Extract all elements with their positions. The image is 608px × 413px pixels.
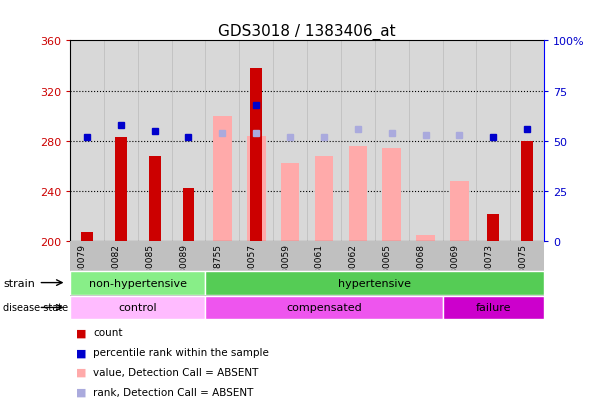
Text: value, Detection Call = ABSENT: value, Detection Call = ABSENT <box>93 367 258 377</box>
Bar <box>443 296 544 320</box>
Text: strain: strain <box>3 278 35 288</box>
Text: GSM180075: GSM180075 <box>518 243 527 298</box>
Bar <box>382 149 401 242</box>
Text: GSM180082: GSM180082 <box>112 243 121 298</box>
Text: control: control <box>119 303 157 313</box>
Text: GSM178755: GSM178755 <box>213 243 223 298</box>
Bar <box>281 164 299 242</box>
Bar <box>315 157 333 242</box>
Text: non-hypertensive: non-hypertensive <box>89 278 187 288</box>
Text: GSM180073: GSM180073 <box>485 243 493 298</box>
Text: hypertensive: hypertensive <box>338 278 411 288</box>
Bar <box>213 116 232 242</box>
Bar <box>115 138 126 242</box>
Text: compensated: compensated <box>286 303 362 313</box>
Text: GSM180057: GSM180057 <box>247 243 256 298</box>
Text: percentile rank within the sample: percentile rank within the sample <box>93 347 269 357</box>
Text: ■: ■ <box>76 328 86 337</box>
Bar <box>206 296 443 320</box>
Text: GSM180085: GSM180085 <box>145 243 154 298</box>
Title: GDS3018 / 1383406_at: GDS3018 / 1383406_at <box>218 24 396 40</box>
Bar <box>81 233 93 242</box>
Text: ■: ■ <box>76 347 86 357</box>
Text: GSM180061: GSM180061 <box>315 243 324 298</box>
Text: GSM180068: GSM180068 <box>416 243 426 298</box>
Bar <box>450 181 469 242</box>
Text: GSM180062: GSM180062 <box>349 243 358 298</box>
Bar <box>416 235 435 242</box>
Text: ■: ■ <box>76 367 86 377</box>
Bar <box>348 147 367 242</box>
Bar <box>488 214 499 242</box>
Text: GSM180059: GSM180059 <box>281 243 290 298</box>
Text: failure: failure <box>475 303 511 313</box>
Bar <box>70 296 206 320</box>
Text: GSM180069: GSM180069 <box>451 243 460 298</box>
Text: rank, Detection Call = ABSENT: rank, Detection Call = ABSENT <box>93 387 254 397</box>
Text: GSM180065: GSM180065 <box>382 243 392 298</box>
Text: disease state: disease state <box>3 303 68 313</box>
Bar <box>70 271 206 295</box>
Text: GSM180079: GSM180079 <box>78 243 87 298</box>
Bar <box>250 69 262 242</box>
Text: count: count <box>93 328 123 337</box>
Bar <box>149 157 161 242</box>
Text: ■: ■ <box>76 387 86 397</box>
Bar <box>206 271 544 295</box>
Bar <box>521 141 533 242</box>
Bar <box>182 189 195 242</box>
Bar <box>247 136 266 242</box>
Text: GSM180089: GSM180089 <box>179 243 188 298</box>
